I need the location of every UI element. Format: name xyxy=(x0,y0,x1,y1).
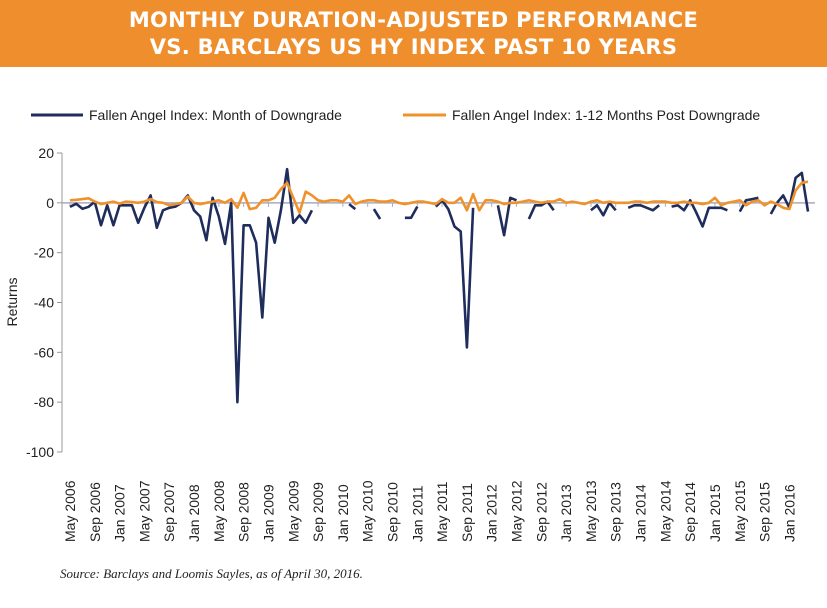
x-tick-label: Sep 2014 xyxy=(682,482,698,542)
x-tick-label: Sep 2009 xyxy=(310,482,326,542)
chart-title-line2: VS. BARCLAYS US HY INDEX PAST 10 YEARS xyxy=(149,35,678,59)
x-tick-label: Jan 2007 xyxy=(112,484,128,542)
x-tick-label: Sep 2012 xyxy=(533,482,549,542)
x-tick-label: Sep 2010 xyxy=(384,482,400,542)
legend: Fallen Angel Index: Month of Downgrade F… xyxy=(31,107,760,123)
chart-title-line1: MONTHLY DURATION-ADJUSTED PERFORMANCE xyxy=(128,8,699,32)
x-tick-label: Jan 2015 xyxy=(707,484,723,542)
x-tick-label: May 2008 xyxy=(211,480,227,542)
x-tick-label: Sep 2008 xyxy=(236,482,252,542)
x-tick-label: May 2011 xyxy=(434,481,450,542)
x-tick-label: May 2012 xyxy=(509,480,525,542)
y-tick-label: 20 xyxy=(38,145,54,161)
x-tick-label: Jan 2008 xyxy=(186,484,202,542)
y-tick-label: -80 xyxy=(34,394,54,410)
x-tick-label: Jan 2012 xyxy=(484,484,500,542)
y-tick-label: -20 xyxy=(34,245,54,261)
series-line-post-downgrade xyxy=(69,180,809,215)
x-tick-label: May 2006 xyxy=(62,480,78,542)
x-tick-label: Jan 2011 xyxy=(409,485,425,542)
x-tick-label: May 2010 xyxy=(360,480,376,542)
x-tick-label: Sep 2011 xyxy=(459,483,475,542)
x-tick-label: May 2015 xyxy=(732,480,748,542)
x-tick-label: Jan 2014 xyxy=(633,484,649,542)
y-tick-label: -100 xyxy=(26,444,54,460)
x-tick-label: Jan 2016 xyxy=(781,484,797,542)
y-axis-label: Returns xyxy=(4,277,20,326)
x-tick-label: May 2013 xyxy=(583,480,599,542)
x-tick-label: May 2014 xyxy=(657,480,673,542)
x-tick-label: Sep 2015 xyxy=(757,482,773,542)
y-tick-label: -40 xyxy=(34,295,54,311)
x-tick-label: Jan 2010 xyxy=(335,484,351,542)
x-tick-label: Sep 2006 xyxy=(87,482,103,542)
title-banner: MONTHLY DURATION-ADJUSTED PERFORMANCE VS… xyxy=(0,0,827,67)
x-tick-label: May 2007 xyxy=(136,480,152,542)
x-tick-label: Sep 2007 xyxy=(161,482,177,542)
x-tick-label: Sep 2013 xyxy=(608,482,624,542)
legend-label-month-of-downgrade: Fallen Angel Index: Month of Downgrade xyxy=(89,107,342,123)
series-line-month-of-downgrade xyxy=(69,167,810,404)
x-tick-label: May 2009 xyxy=(285,480,301,542)
x-tick-label: Jan 2013 xyxy=(558,484,574,542)
y-tick-label: 0 xyxy=(46,195,54,211)
x-tick-label: Jan 2009 xyxy=(260,484,276,542)
legend-label-post-downgrade: Fallen Angel Index: 1-12 Months Post Dow… xyxy=(452,107,760,123)
source-note: Source: Barclays and Loomis Sayles, as o… xyxy=(60,566,363,581)
y-tick-label: -60 xyxy=(34,344,54,360)
